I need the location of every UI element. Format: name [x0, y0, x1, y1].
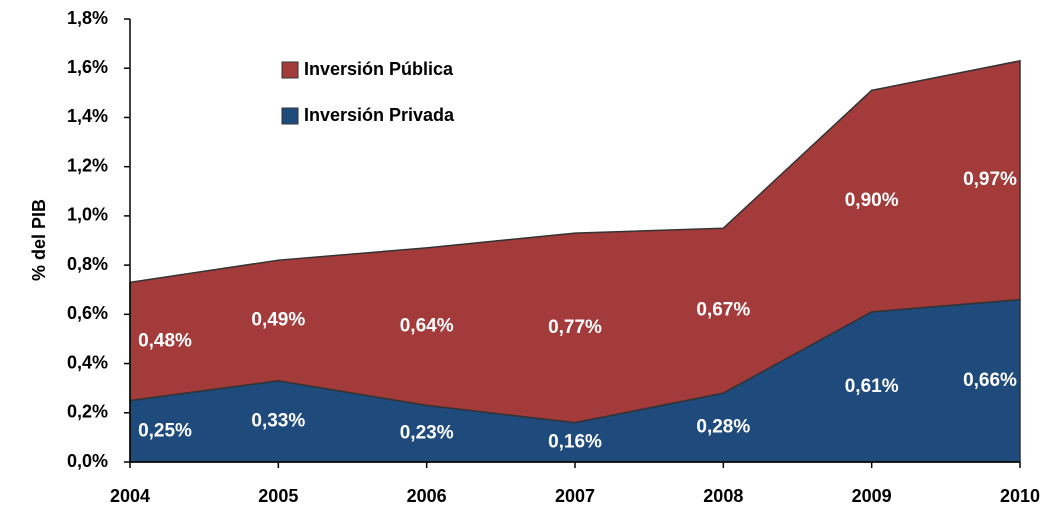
y-tick-label: 1,8% — [67, 8, 108, 28]
value-label: 0,97% — [963, 169, 1017, 190]
y-axis-label: % del PIB — [29, 199, 49, 281]
legend-swatch — [281, 107, 299, 125]
value-label: 0,33% — [251, 410, 305, 431]
legend-label: Inversión Pública — [304, 59, 454, 79]
x-tick-label: 2007 — [555, 486, 595, 506]
value-label: 0,48% — [138, 330, 192, 351]
x-tick-label: 2006 — [407, 486, 447, 506]
x-tick-label: 2010 — [1000, 486, 1040, 506]
value-label: 0,64% — [400, 316, 454, 337]
value-label: 0,61% — [845, 376, 899, 397]
value-label: 0,90% — [845, 190, 899, 211]
x-tick-label: 2009 — [852, 486, 892, 506]
x-tick-label: 2005 — [258, 486, 298, 506]
area — [129, 59, 1021, 424]
value-label: 0,23% — [400, 423, 454, 444]
value-label: 0,77% — [548, 317, 602, 338]
y-tick-label: 0,4% — [67, 352, 108, 372]
y-tick-label: 1,0% — [67, 205, 108, 225]
y-tick-label: 0,8% — [67, 254, 108, 274]
value-label: 0,16% — [548, 431, 602, 452]
y-tick-label: 0,0% — [67, 451, 108, 471]
y-tick-label: 1,6% — [67, 57, 108, 77]
y-tick-label: 0,2% — [67, 402, 108, 422]
y-tick-label: 1,2% — [67, 155, 108, 175]
y-tick-label: 1,4% — [67, 106, 108, 126]
value-label: 0,66% — [963, 370, 1017, 391]
x-tick-label: 2004 — [110, 486, 150, 506]
legend-label: Inversión Privada — [304, 105, 455, 125]
value-label: 0,25% — [138, 420, 192, 441]
y-tick-label: 0,6% — [67, 303, 108, 323]
value-label: 0,67% — [696, 300, 750, 321]
legend-swatch — [281, 61, 299, 79]
x-tick-label: 2008 — [703, 486, 743, 506]
value-label: 0,49% — [251, 310, 305, 331]
value-label: 0,28% — [696, 417, 750, 438]
